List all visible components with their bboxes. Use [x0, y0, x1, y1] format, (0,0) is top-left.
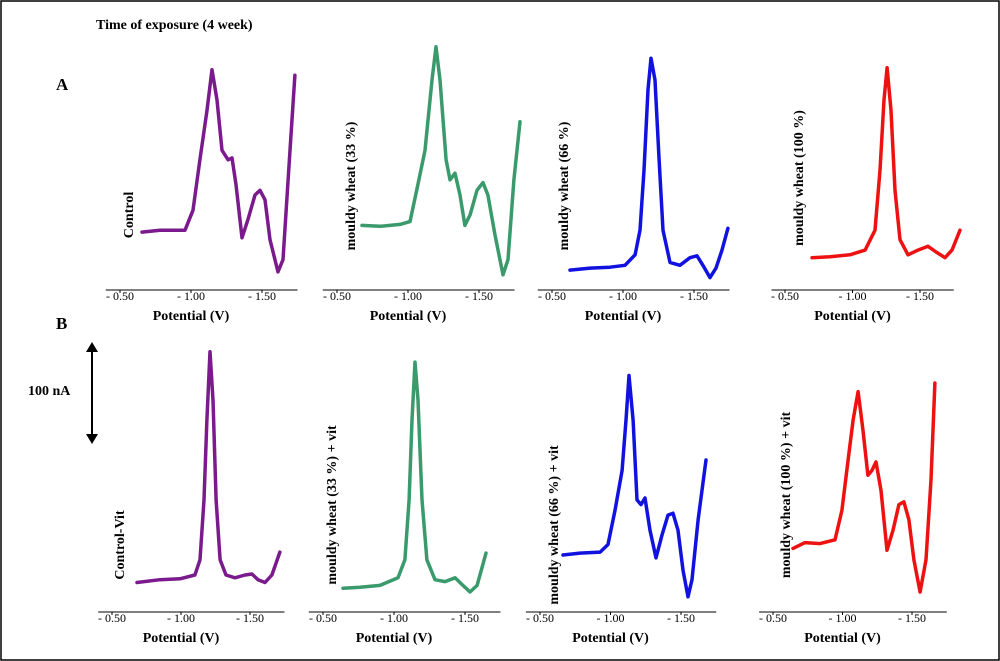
x-tick-label: - 1.00	[839, 289, 867, 303]
x-axis-label: Potential (V)	[814, 309, 891, 324]
x-tick-label: - 0.50	[526, 611, 554, 625]
x-tick-label: - 1.50	[906, 289, 934, 303]
panel-label: A	[56, 75, 69, 94]
curve	[135, 349, 282, 585]
panel: - 0.50 - 1.00 - 1.50 Potential (V) mouldy wh…	[308, 360, 501, 646]
curve	[568, 56, 730, 280]
series-label: mouldy wheat (66 %) + vit	[547, 445, 562, 605]
curve	[810, 65, 962, 260]
x-tick-label: - 1.50	[248, 289, 276, 303]
x-axis-label: Potential (V)	[370, 309, 447, 324]
x-axis-label: Potential (V)	[143, 631, 220, 646]
x-tick-label: - 0.50	[771, 289, 799, 303]
curve	[140, 67, 297, 274]
scale-bar	[86, 342, 98, 444]
curve	[360, 45, 522, 277]
panel: - 0.50 - 1.00 - 1.50 Potential (V) mouldy wh…	[525, 373, 717, 646]
panel: - 0.50 - 1.00 - 1.50 Potential (V) mouldy wh…	[759, 381, 947, 646]
x-axis-label: Potential (V)	[356, 631, 433, 646]
x-tick-label: - 1.00	[177, 289, 205, 303]
panel: - 0.50 - 1.00 - 1.50 Potential (V) mouldy wh…	[537, 56, 730, 324]
x-tick-label: - 1.50	[451, 611, 479, 625]
x-tick-label: - 1.00	[167, 611, 195, 625]
curve	[561, 373, 708, 599]
series-label: mouldy wheat (66 %)	[557, 121, 572, 250]
panel: - 0.50 - 1.00 - 1.50 Potential (V) Control-V…	[98, 349, 285, 646]
x-tick-label: - 1.00	[609, 289, 637, 303]
x-tick-label: - 1.00	[829, 611, 857, 625]
x-axis-label: Potential (V)	[572, 631, 649, 646]
figure-title: Time of exposure (4 week)	[96, 18, 253, 33]
x-tick-label: - 1.50	[667, 611, 695, 625]
x-tick-label: - 0.50	[323, 289, 351, 303]
x-tick-label: - 0.50	[538, 289, 566, 303]
x-tick-label: - 1.00	[380, 611, 408, 625]
series-label: Control	[122, 192, 137, 239]
panel: - 0.50 - 1.00 - 1.50 Potential (V) mouldy wh…	[322, 45, 522, 324]
x-tick-label: - 0.50	[759, 611, 787, 625]
x-tick-label: - 1.50	[898, 611, 926, 625]
x-tick-label: - 1.50	[680, 289, 708, 303]
curve	[341, 360, 488, 594]
curve	[791, 381, 937, 594]
x-tick-label: - 0.50	[309, 611, 337, 625]
series-label: mouldy wheat (100 %) + vit	[779, 412, 794, 579]
x-axis-label: Potential (V)	[153, 309, 230, 324]
x-axis-label: Potential (V)	[804, 631, 881, 646]
x-tick-label: - 1.00	[394, 289, 422, 303]
series-label: mouldy wheat (100 %)	[792, 110, 807, 246]
panel: - 0.50 - 1.00 - 1.50 Potential (V) mouldy wh…	[771, 65, 962, 324]
x-tick-label: - 0.50	[98, 611, 126, 625]
series-label: mouldy wheat (33 %)	[344, 121, 359, 250]
x-tick-label: - 1.00	[597, 611, 625, 625]
x-tick-label: - 1.50	[236, 611, 264, 625]
scale-label: 100 nA	[28, 384, 71, 399]
panel: - 0.50 - 1.00 - 1.50 Potential (V) Control	[105, 67, 298, 324]
series-label: Control-Vit	[113, 510, 128, 580]
x-tick-label: - 0.50	[106, 289, 134, 303]
panel-label: B	[56, 314, 67, 333]
series-label: mouldy wheat (33 %) + vit	[325, 425, 340, 585]
x-axis-label: Potential (V)	[585, 309, 662, 324]
x-tick-label: - 1.50	[465, 289, 493, 303]
